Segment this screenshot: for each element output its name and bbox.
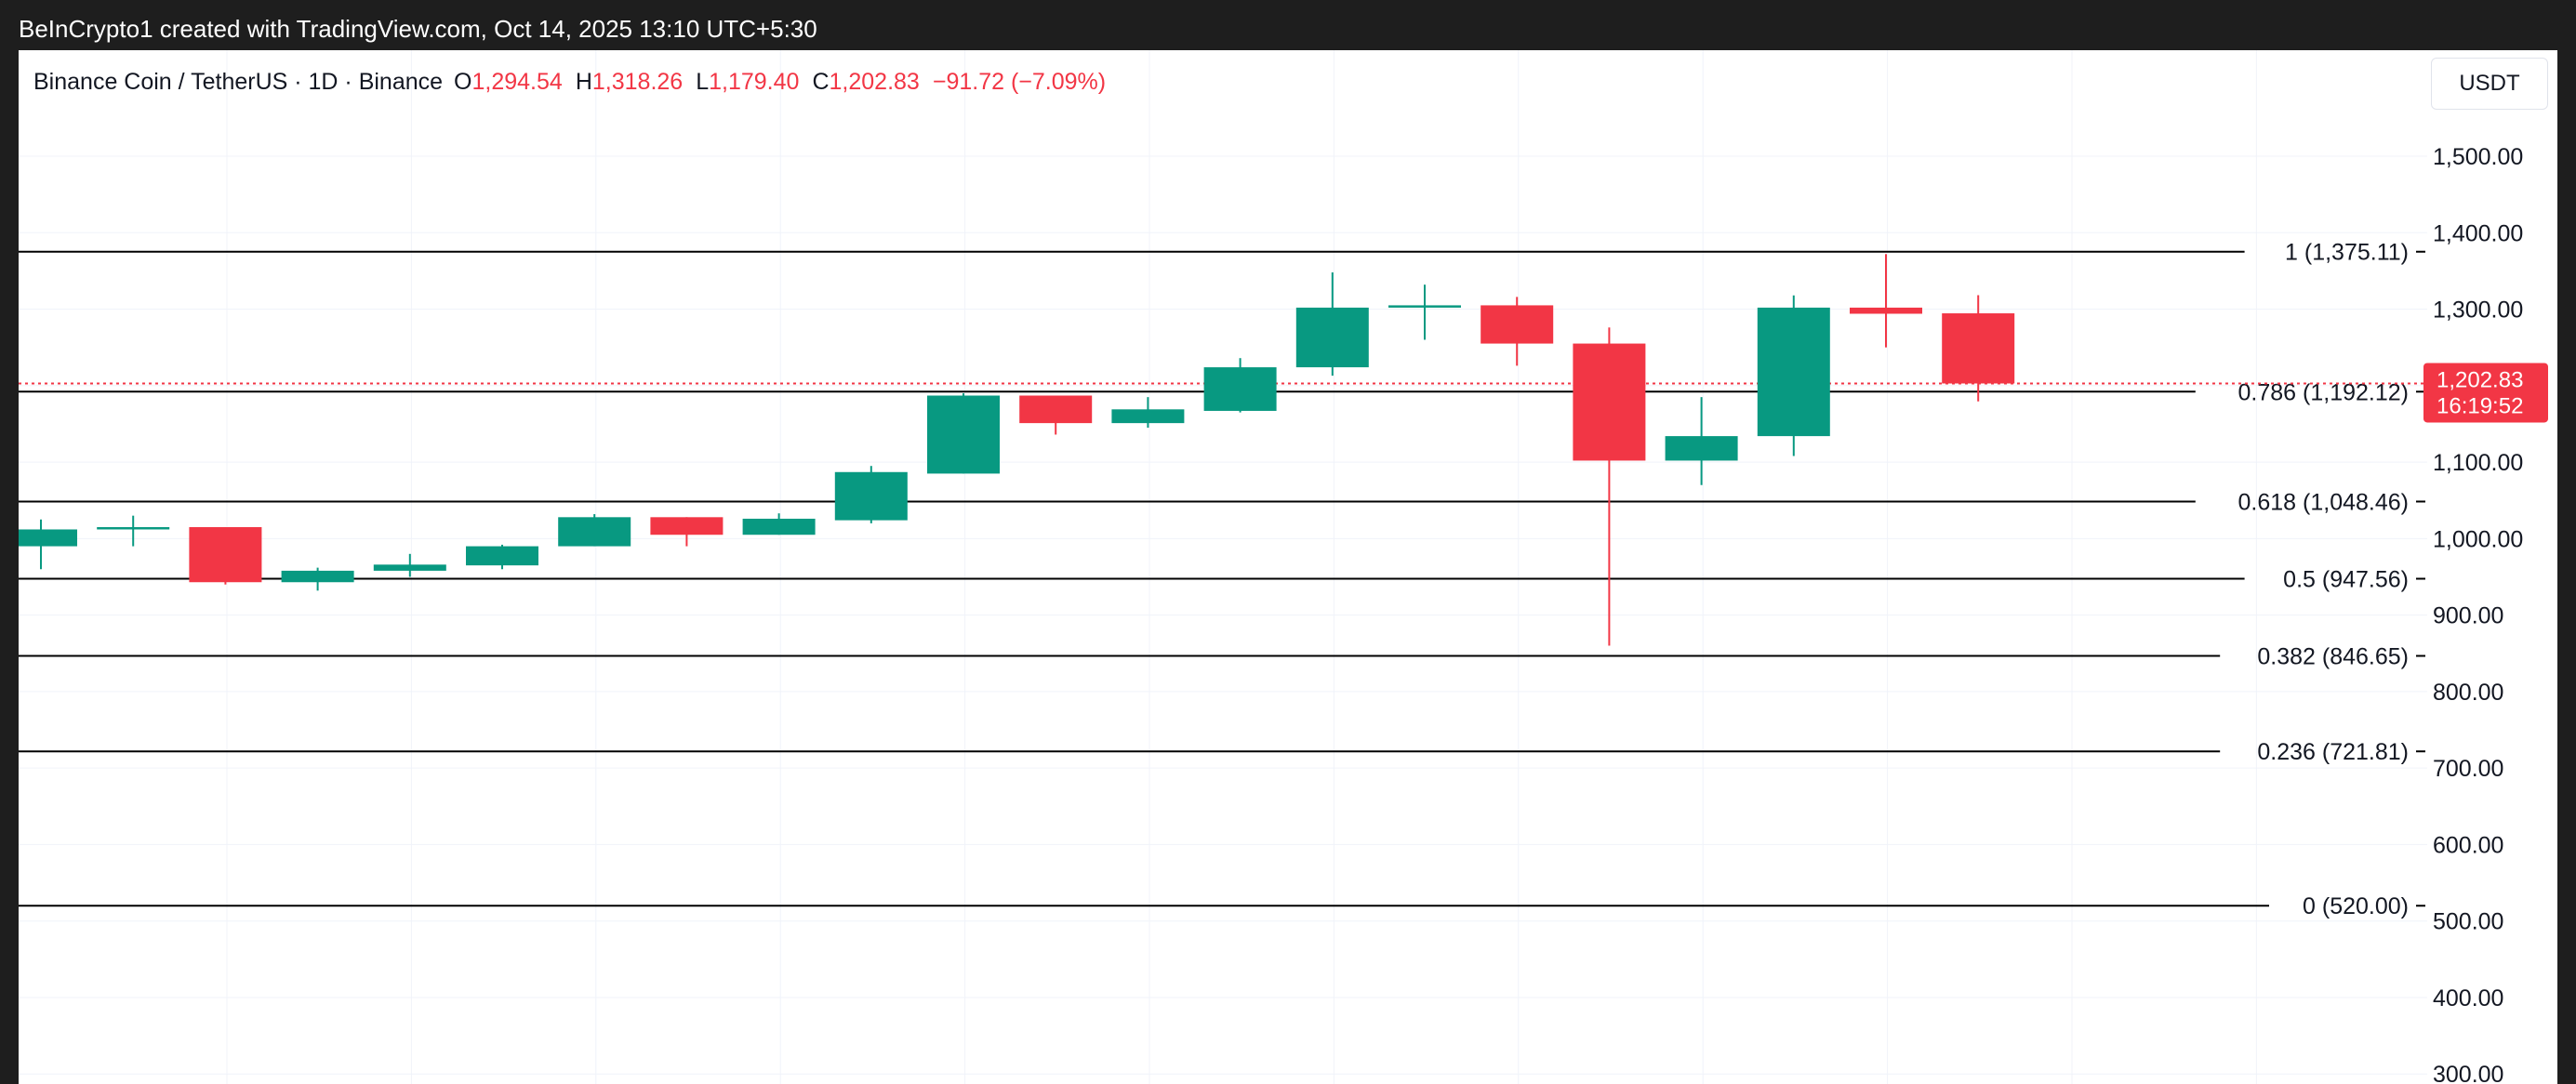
candle-body: [1573, 343, 1646, 461]
candle: [1757, 295, 1830, 456]
axis-label: 700.00: [2433, 756, 2503, 782]
chart-panel[interactable]: 1 (1,375.11) 0.786 (1,192.12) 0.618 (1,048…: [19, 50, 2557, 1084]
axis-label: 900.00: [2433, 603, 2503, 629]
price-chart[interactable]: 1 (1,375.11)0.786 (1,192.12)0.618 (1,048…: [19, 50, 2557, 1084]
candle-body: [281, 570, 354, 583]
candle-body: [1019, 395, 1093, 424]
close-value: 1,202.83: [829, 69, 920, 95]
candle: [1388, 284, 1461, 340]
candle: [97, 515, 170, 547]
candle-body: [1665, 436, 1738, 461]
candle-body: [1295, 307, 1369, 368]
candle-body: [1850, 307, 1922, 314]
open-label: O: [454, 69, 472, 95]
candle-body: [1942, 313, 2015, 384]
axis-label: 600.00: [2433, 832, 2503, 858]
candle: [19, 519, 77, 570]
price-axis[interactable]: 1,500.001,400.001,300.001,200.001,100.00…: [2433, 144, 2523, 1084]
candle: [1295, 272, 1369, 377]
low-value: 1,179.40: [709, 69, 800, 95]
fib-label: 0.5 (947.56): [2283, 566, 2409, 592]
axis-label: 1,100.00: [2433, 450, 2523, 476]
candle: [834, 466, 908, 523]
candle: [373, 553, 446, 577]
price-badge-price: 1,202.83: [2437, 367, 2523, 392]
high-label: H: [575, 69, 592, 95]
candle-body: [927, 395, 1000, 474]
candle-body: [19, 529, 77, 547]
price-badge-bg: [2423, 363, 2548, 423]
candle: [281, 567, 354, 591]
price-badge-countdown: 16:19:52: [2437, 393, 2523, 418]
candle-body: [1757, 307, 1830, 437]
axis-label: 1,300.00: [2433, 297, 2523, 324]
fib-label: 0 (520.00): [2303, 893, 2409, 919]
candle-body: [1388, 305, 1461, 308]
candle: [742, 513, 816, 535]
candle-body: [1111, 409, 1185, 424]
symbol-name: Binance Coin / TetherUS · 1D · Binance: [33, 69, 444, 95]
change-value: −91.72 (−7.09%): [932, 69, 1107, 95]
candle-body: [558, 517, 631, 547]
candle-body: [97, 527, 170, 530]
fibonacci-levels: 1 (1,375.11)0.786 (1,192.12)0.618 (1,048…: [19, 240, 2425, 919]
candle: [1019, 395, 1093, 435]
candle: [466, 544, 538, 570]
candle-body: [650, 517, 724, 535]
low-label: L: [696, 69, 710, 95]
axis-label: 500.00: [2433, 909, 2503, 935]
candle-body: [1203, 367, 1277, 411]
candle: [1573, 327, 1646, 646]
fib-label: 0.382 (846.65): [2257, 644, 2409, 670]
candle: [189, 527, 262, 585]
axis-label: 1,400.00: [2433, 220, 2523, 246]
fib-label: 0.236 (721.81): [2257, 739, 2409, 765]
axis-label: 800.00: [2433, 680, 2503, 706]
candle: [650, 517, 724, 547]
axis-label: 1,500.00: [2433, 144, 2523, 170]
axis-label: 400.00: [2433, 985, 2503, 1011]
candles: [19, 254, 2015, 646]
high-value: 1,318.26: [591, 69, 684, 95]
candle-body: [1481, 305, 1554, 344]
candle: [1481, 297, 1554, 366]
axis-label: 1,000.00: [2433, 526, 2523, 552]
candle: [1850, 254, 1922, 348]
grid: [19, 50, 2427, 1084]
price-badge: 1,202.83 16:19:52: [2423, 363, 2548, 423]
candle-body: [466, 546, 538, 566]
fib-label: 1 (1,375.11): [2285, 240, 2409, 266]
candle-body: [189, 527, 262, 583]
fib-label: 0.618 (1,048.46): [2238, 489, 2409, 515]
currency-button[interactable]: USDT: [2431, 58, 2548, 110]
attribution-text: BeInCrypto1 created with TradingView.com…: [19, 15, 817, 43]
open-value: 1,294.54: [471, 69, 563, 95]
symbol-legend: Binance Coin / TetherUS · 1D · Binance O1…: [33, 67, 1106, 97]
candle: [558, 514, 631, 547]
close-label: C: [812, 69, 830, 95]
candle: [1111, 397, 1185, 429]
axis-label: 300.00: [2433, 1062, 2503, 1084]
candle-body: [834, 471, 908, 521]
attribution-bar: BeInCrypto1 created with TradingView.com…: [0, 0, 2576, 50]
candle: [1942, 295, 2015, 402]
candle: [1665, 397, 1738, 485]
candle-body: [742, 518, 816, 535]
candle: [927, 393, 1000, 474]
candle: [1203, 358, 1277, 413]
candle-body: [373, 564, 446, 571]
